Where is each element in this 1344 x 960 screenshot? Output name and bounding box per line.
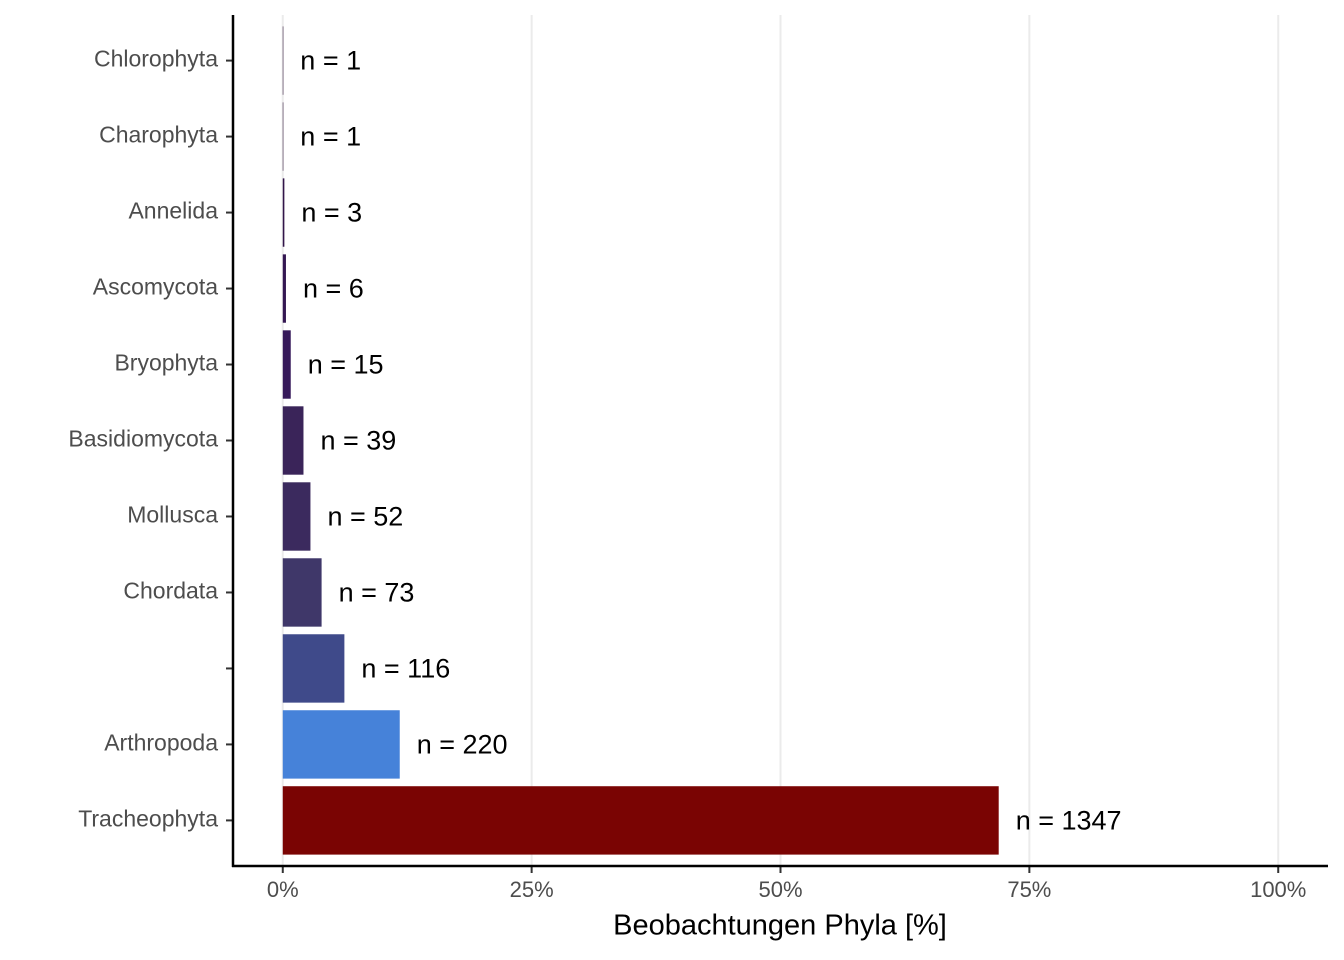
bar: [282, 406, 304, 475]
y-tick-label: Basidiomycota: [68, 426, 218, 452]
y-tick-label: Annelida: [128, 198, 218, 224]
x-tick-label: 0%: [267, 877, 299, 902]
y-tick-label: Chlorophyta: [94, 46, 218, 72]
y-tick-label: Tracheophyta: [78, 805, 218, 831]
bar: [282, 254, 286, 323]
data-label: n = 6: [303, 274, 364, 304]
x-axis-title: Beobachtungen Phyla [%]: [613, 910, 947, 942]
bar: [282, 330, 291, 399]
x-tick-label: 50%: [758, 877, 802, 902]
data-label: n = 73: [339, 578, 415, 608]
y-tick-label: Charophyta: [99, 122, 218, 148]
y-tick-label: Chordata: [123, 578, 218, 604]
bar: [282, 102, 284, 171]
bar: [282, 786, 999, 855]
data-label: n = 1: [300, 46, 361, 76]
y-tick-label: Ascomycota: [93, 274, 218, 300]
y-tick-label: Mollusca: [127, 502, 218, 528]
x-tick-label: 25%: [510, 877, 554, 902]
x-tick-label: 100%: [1250, 877, 1306, 902]
y-tick-label: Arthropoda: [104, 730, 218, 756]
bar: [282, 26, 284, 95]
data-label: n = 116: [361, 654, 450, 684]
data-label: n = 1: [300, 122, 361, 152]
bar: [282, 710, 400, 779]
x-tick-label: 75%: [1007, 877, 1051, 902]
bar: [282, 178, 285, 247]
data-label: n = 15: [308, 350, 384, 380]
y-tick-label: Bryophyta: [114, 350, 218, 376]
data-label: n = 52: [327, 502, 403, 532]
data-label: n = 1347: [1016, 806, 1122, 836]
data-label: n = 220: [417, 730, 508, 760]
data-label: n = 39: [320, 426, 396, 456]
data-label: n = 3: [301, 198, 362, 228]
bar: [282, 634, 345, 703]
bar: [282, 558, 322, 627]
bar: [282, 482, 311, 551]
